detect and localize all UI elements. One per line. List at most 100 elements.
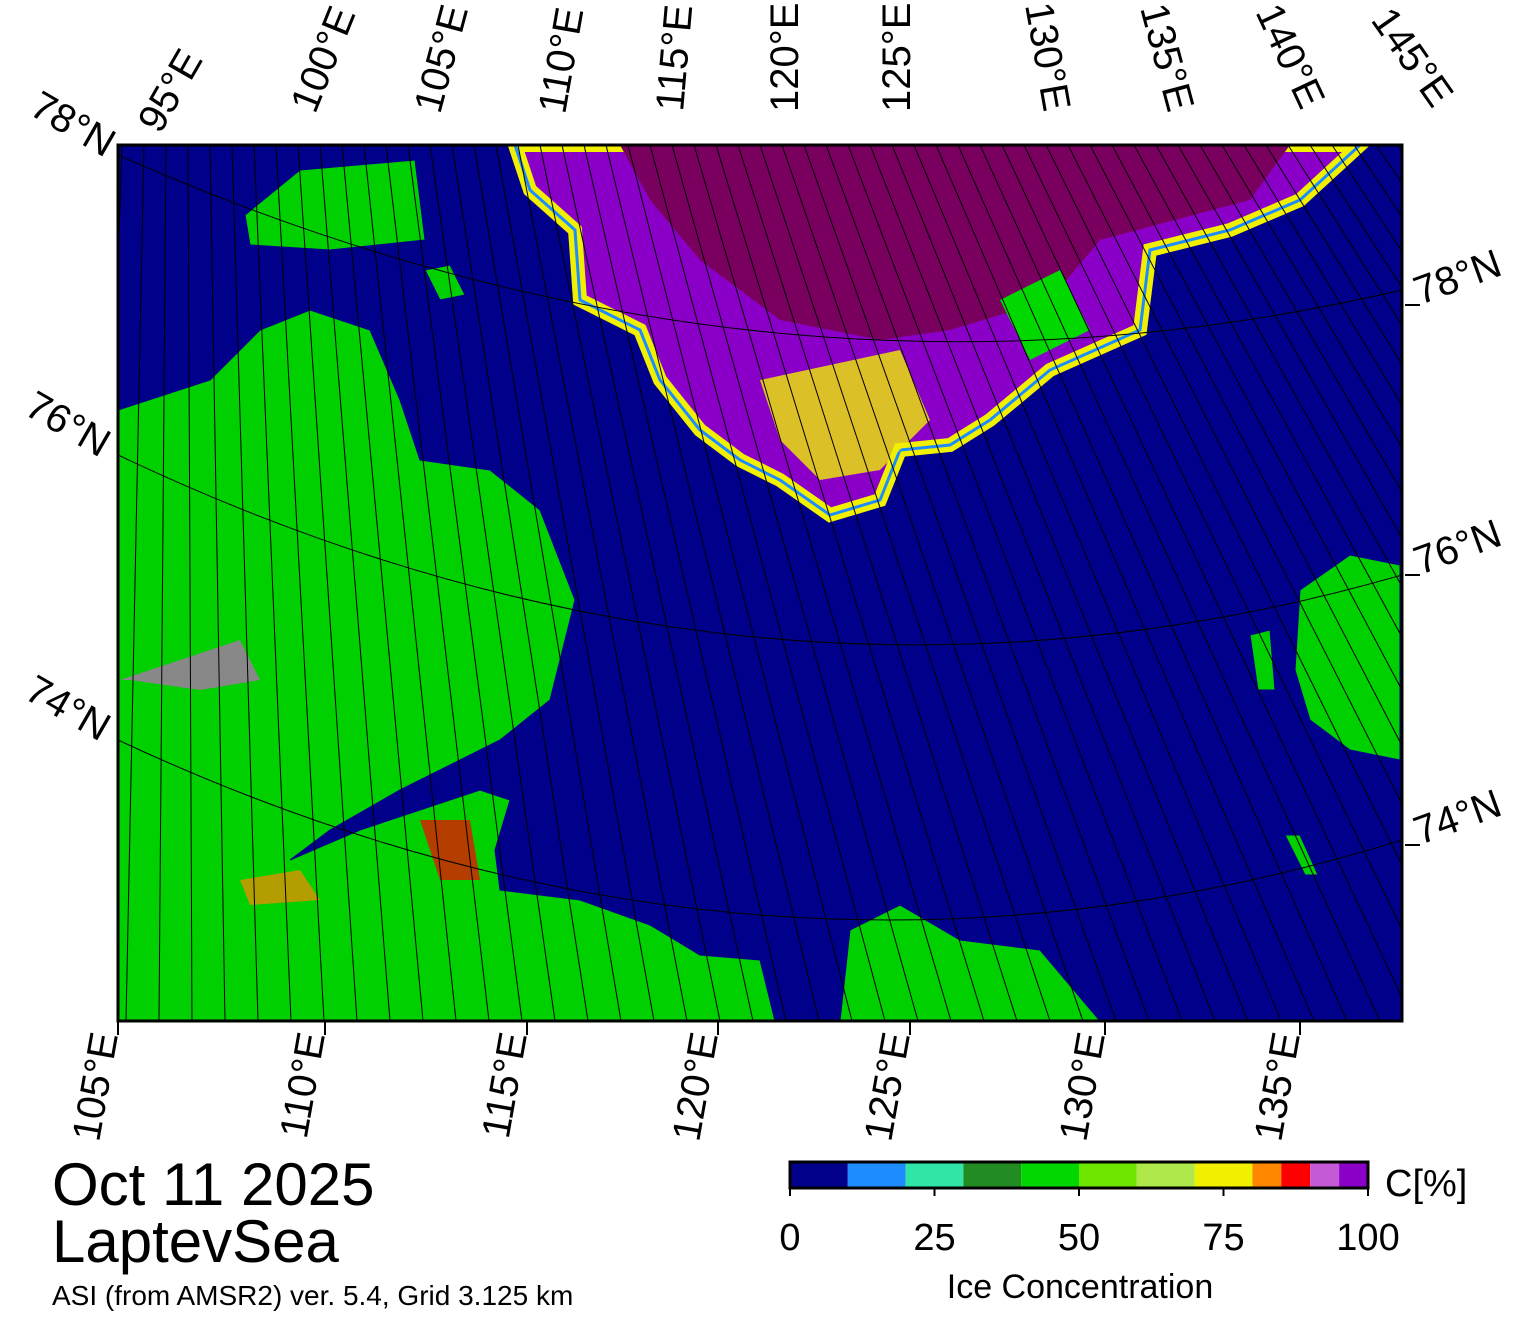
- meridian: [1155, 145, 1402, 588]
- parallel: [118, 454, 1402, 646]
- meridian: [693, 145, 952, 1021]
- meridian: [1221, 145, 1402, 449]
- meridian: [759, 145, 1051, 1021]
- meridian: [605, 145, 820, 1021]
- coord-label: 135°E: [1131, 0, 1202, 116]
- colorbar-segment: [905, 1162, 964, 1188]
- meridian: [715, 145, 985, 1021]
- coord-label: 78°N: [23, 83, 122, 166]
- meridian: [1023, 145, 1402, 931]
- meridian: [473, 145, 622, 1021]
- colorbar-segment: [1310, 1162, 1340, 1188]
- parallel: [118, 739, 1402, 921]
- mainland: [118, 309, 776, 1021]
- meridian: [1243, 145, 1402, 407]
- coord-label: 100°E: [283, 0, 365, 118]
- meridian: [319, 145, 391, 1021]
- colorbar-tick-label: 25: [913, 1217, 955, 1259]
- colorbar-segment: [1136, 1162, 1195, 1188]
- source: ASI (from AMSR2) ver. 5.4, Grid 3.125 km: [52, 1280, 573, 1311]
- coord-label: 125°E: [875, 3, 919, 112]
- meridian: [847, 145, 1183, 1021]
- meridian: [1111, 145, 1402, 692]
- date: Oct 11 2025: [52, 1151, 374, 1218]
- coord-label: 105°E: [406, 0, 477, 117]
- colorbar-segment: [1339, 1162, 1368, 1188]
- colorbar-unit: C[%]: [1385, 1163, 1467, 1205]
- meridian: [187, 145, 193, 1021]
- coord-label: 120°E: [763, 3, 807, 112]
- colorbar-tick-label: 100: [1336, 1217, 1399, 1259]
- land: [118, 159, 1401, 1021]
- meridian: [671, 145, 919, 1021]
- coord-label: 95°E: [130, 42, 212, 139]
- meridian: [891, 145, 1249, 1021]
- graticule: [60, 145, 1402, 1021]
- meridian: [341, 145, 424, 1021]
- colorbar-segment: [847, 1162, 906, 1188]
- region: LaptevSea: [52, 1208, 340, 1275]
- coord-label: 140°E: [1247, 0, 1333, 115]
- colorbar-segment: [963, 1162, 1022, 1188]
- coord-label: 78°N: [1408, 242, 1507, 314]
- meridian: [1199, 145, 1402, 493]
- meridian: [451, 145, 589, 1021]
- coord-label: 74°N: [1408, 782, 1507, 854]
- colorbar-segment: [1021, 1162, 1079, 1188]
- colorbar-segment: [1194, 1162, 1253, 1188]
- meridian: [275, 145, 325, 1021]
- meridian: [1177, 145, 1402, 540]
- meridian: [158, 145, 167, 1021]
- coord-label: 115°E: [648, 3, 701, 113]
- meridian: [781, 145, 1084, 1021]
- coord-label: 110°E: [531, 4, 593, 116]
- meridian: [583, 145, 787, 1021]
- coord-label: 145°E: [1363, 0, 1462, 115]
- colorbar-label: Ice Concentration: [947, 1268, 1214, 1306]
- meridian: [209, 145, 226, 1021]
- colorbar-tick-label: 50: [1058, 1217, 1100, 1259]
- meridian: [913, 145, 1282, 1021]
- meridian: [1067, 145, 1402, 806]
- ice-edge: [513, 145, 1363, 517]
- coord-label: 115°E: [474, 1029, 536, 1141]
- meridian: [495, 145, 655, 1021]
- coastal-ice: [420, 820, 480, 880]
- mainland: [839, 904, 1101, 1021]
- colorbar-segment: [1252, 1162, 1282, 1188]
- meridian: [407, 145, 523, 1021]
- ice-patch: [760, 350, 930, 480]
- meridian: [979, 145, 1381, 1021]
- coord-label: 135°E: [1247, 1029, 1309, 1144]
- coord-label: 110°E: [272, 1029, 334, 1141]
- meridian: [363, 145, 457, 1021]
- meridian: [1045, 145, 1402, 867]
- meridian: [517, 145, 688, 1021]
- meridian: [1265, 145, 1402, 366]
- meridian: [60, 145, 100, 1021]
- meridian: [125, 145, 145, 1021]
- meridian: [869, 145, 1216, 1021]
- parallel: [118, 154, 1402, 343]
- meridian: [825, 145, 1150, 1021]
- map-frame: [116, 143, 1404, 1023]
- coord-label: 125°E: [857, 1029, 919, 1144]
- meridian: [297, 145, 358, 1021]
- meridian: [253, 145, 292, 1021]
- meridian: [627, 145, 853, 1021]
- coord-label: 74°N: [18, 667, 117, 750]
- meridian: [1287, 145, 1402, 327]
- colorbar-segment: [1079, 1162, 1137, 1188]
- island: [1249, 629, 1276, 691]
- colorbar-segment: [1281, 1162, 1311, 1188]
- coord-label: 130°E: [1016, 0, 1078, 114]
- coord-label: 76°N: [18, 383, 117, 466]
- meridian: [539, 145, 721, 1021]
- meridian: [429, 145, 556, 1021]
- colorbar-tick-label: 0: [779, 1217, 800, 1259]
- meridian: [649, 145, 886, 1021]
- colorbar-segment: [790, 1162, 848, 1188]
- meridian: [957, 145, 1348, 1021]
- meridian: [935, 145, 1315, 1021]
